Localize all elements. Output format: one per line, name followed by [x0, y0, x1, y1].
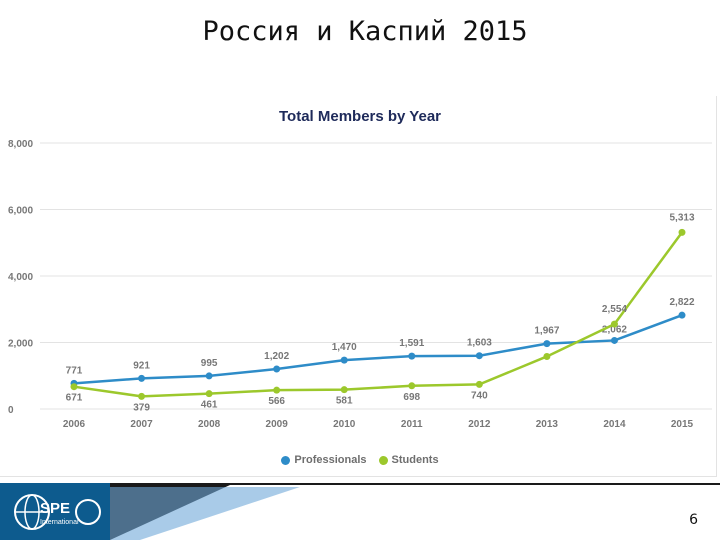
- x-tick-label: 2009: [266, 419, 289, 430]
- data-point: [205, 372, 213, 380]
- data-label: 1,967: [534, 326, 559, 337]
- data-label: 1,591: [399, 338, 424, 349]
- footer-stripe-blue: [110, 487, 300, 540]
- data-point: [678, 311, 686, 319]
- legend-item: Students: [378, 454, 439, 466]
- chart-title: Total Members by Year: [278, 108, 441, 125]
- data-label: 698: [403, 392, 420, 403]
- data-label: 5,313: [669, 212, 694, 223]
- data-label: 1,603: [467, 338, 492, 349]
- series-line-professionals: [73, 313, 683, 385]
- x-tick-label: 2011: [401, 419, 423, 430]
- data-point: [610, 336, 618, 344]
- data-label: 461: [201, 400, 218, 411]
- data-point: [273, 386, 281, 394]
- logo-text: SPE: [40, 500, 70, 517]
- x-tick-label: 2010: [333, 419, 356, 430]
- data-point: [543, 340, 551, 348]
- data-label: 671: [66, 393, 83, 404]
- data-label: 581: [336, 396, 353, 407]
- legend-label: Professionals: [294, 454, 367, 466]
- data-label: 566: [268, 396, 285, 407]
- data-point: [340, 386, 348, 394]
- data-label: 379: [133, 402, 150, 413]
- x-tick-label: 2015: [671, 419, 694, 430]
- data-point: [205, 390, 213, 398]
- y-tick-label: 4,000: [8, 272, 33, 283]
- data-label: 1,470: [332, 342, 357, 353]
- data-point: [475, 352, 483, 360]
- slide-title: Россия и Каспий 2015: [202, 16, 528, 47]
- data-label: 1,202: [264, 351, 289, 362]
- data-point: [138, 374, 146, 382]
- legend-label: Students: [391, 454, 439, 466]
- y-tick-label: 2,000: [8, 339, 33, 350]
- page-number: 6: [689, 512, 698, 528]
- x-tick-label: 2013: [536, 419, 559, 430]
- data-point: [138, 392, 146, 400]
- x-tick-label: 2007: [130, 419, 153, 430]
- series-line-students: [73, 231, 684, 398]
- y-tick-label: 0: [8, 405, 14, 416]
- legend-item: Professionals: [281, 454, 367, 466]
- data-label: 995: [201, 358, 218, 369]
- x-tick-label: 2012: [468, 419, 491, 430]
- data-point: [678, 228, 686, 236]
- data-point: [340, 356, 348, 364]
- data-point: [408, 352, 416, 360]
- data-point: [273, 365, 281, 373]
- slide-footer: SPE International 6: [0, 483, 720, 540]
- legend-swatch: [281, 455, 291, 465]
- data-point: [610, 320, 618, 328]
- chart-legend: Professionals Students: [0, 454, 720, 468]
- x-tick-label: 2008: [198, 419, 221, 430]
- data-point: [543, 352, 551, 360]
- footer-graphic: SPE International: [0, 483, 720, 540]
- legend-swatch: [378, 455, 388, 465]
- data-point: [475, 380, 483, 388]
- globe-icon-right: [75, 499, 101, 525]
- data-label: 771: [66, 365, 83, 376]
- line-chart: 0 2,000 4,000 6,000 8,000 2006 2007 2008 2009 201…: [8, 139, 712, 430]
- x-tick-label: 2014: [603, 419, 626, 430]
- data-point: [408, 382, 416, 390]
- data-label: 2,554: [602, 304, 627, 315]
- data-label: 921: [133, 360, 150, 371]
- chart-panel: 0 2,000 4,000 6,000 8,000 2006 2007 2008 2009 201…: [0, 96, 717, 477]
- data-label: 2,062: [602, 324, 627, 335]
- data-label: 2,822: [669, 297, 694, 308]
- x-tick-label: 2006: [63, 419, 86, 430]
- logo-subtext: International: [40, 519, 79, 526]
- y-tick-label: 8,000: [8, 139, 33, 150]
- data-point: [70, 383, 78, 391]
- y-tick-label: 6,000: [8, 206, 33, 217]
- globe-icon: [14, 494, 50, 530]
- data-label: 740: [471, 390, 488, 401]
